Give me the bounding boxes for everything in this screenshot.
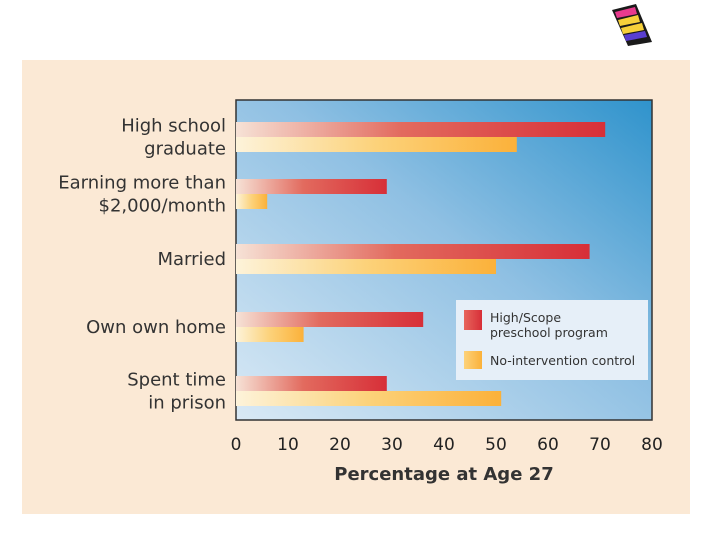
- bar-no-intervention-control-spent-time-in-prison: [236, 391, 502, 406]
- legend-swatch-high-scope: [464, 310, 482, 330]
- bar-no-intervention-control-earning-more-than-2-000-month: [236, 194, 268, 209]
- bar-no-intervention-control-high-school-graduate: [236, 137, 517, 152]
- x-tick-label-20: 20: [329, 435, 351, 455]
- bar-no-intervention-control-married: [236, 259, 496, 274]
- x-tick-label-80: 80: [641, 435, 663, 455]
- chart-figure: High school graduate Earning more than $2,0…: [22, 60, 690, 514]
- bar-high-scope-preschool-program-earning-more-than-2-000-month: [236, 179, 387, 194]
- x-tick-label-60: 60: [537, 435, 559, 455]
- legend-label-control: No-intervention control: [490, 353, 635, 368]
- book-icon: [612, 4, 652, 46]
- x-tick-label-30: 30: [381, 435, 403, 455]
- category-label-spent-time-in-prison: Spent time in prison: [127, 370, 226, 414]
- category-label-earning-more-than-2-000-month: Earning more than $2,000/month: [58, 173, 226, 217]
- category-label-married: Married: [157, 249, 226, 270]
- category-label-high-school-graduate: High school graduate: [121, 116, 226, 160]
- legend-box: [456, 300, 648, 380]
- bar-high-scope-preschool-program-own-own-home: [236, 312, 424, 327]
- x-axis-title: Percentage at Age 27: [334, 464, 553, 485]
- category-labels: High school graduate Earning more than $2,0…: [58, 116, 226, 414]
- x-tick-label-50: 50: [485, 435, 507, 455]
- legend: High/Scope preschool program No-interven…: [456, 300, 648, 380]
- x-tick-label-70: 70: [589, 435, 611, 455]
- bar-no-intervention-control-own-own-home: [236, 327, 304, 342]
- x-tick-label-40: 40: [433, 435, 455, 455]
- bar-high-scope-preschool-program-spent-time-in-prison: [236, 376, 387, 391]
- legend-swatch-control: [464, 351, 482, 369]
- bar-high-scope-preschool-program-high-school-graduate: [236, 122, 606, 137]
- bars-group: [236, 122, 606, 406]
- x-axis-ticks: 0 10 20 30 40 50 60 70 80: [231, 435, 663, 455]
- bar-chart: High school graduate Earning more than $2,0…: [58, 99, 663, 485]
- category-label-own-own-home: Own own home: [86, 317, 226, 338]
- x-tick-label-10: 10: [277, 435, 299, 455]
- legend-label-high-scope: High/Scope preschool program: [490, 310, 608, 340]
- bar-high-scope-preschool-program-married: [236, 244, 590, 259]
- x-tick-label-0: 0: [231, 435, 242, 455]
